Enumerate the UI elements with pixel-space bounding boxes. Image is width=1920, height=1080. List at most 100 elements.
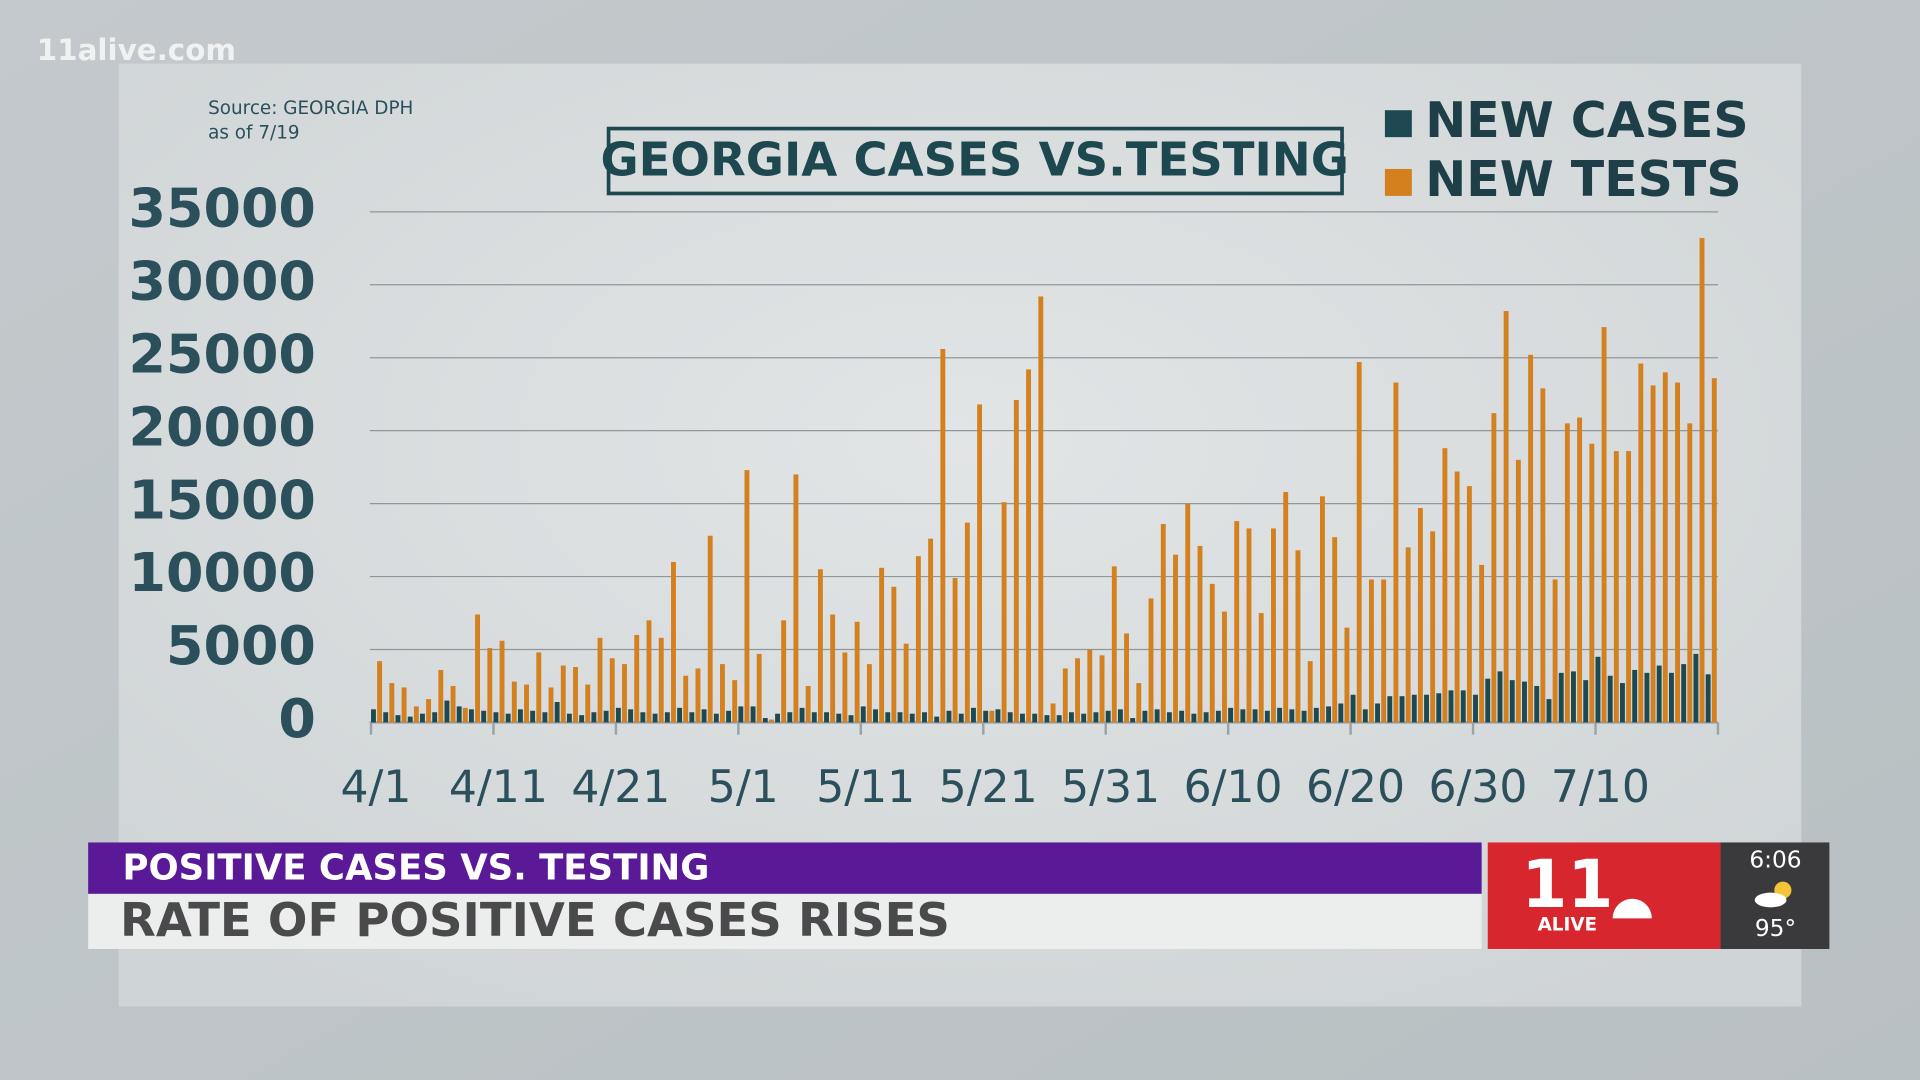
bar (1362, 709, 1368, 723)
bar (1662, 372, 1668, 723)
time: 6:06 (1749, 846, 1801, 873)
bar (615, 707, 621, 723)
bar (860, 706, 866, 723)
bar (1191, 713, 1197, 723)
x-tick-label: 6/10 (1184, 762, 1283, 813)
bar (389, 683, 395, 723)
chart-title: GEORGIA CASES VS.TESTING (600, 132, 1348, 186)
x-tick-label: 4/11 (449, 762, 548, 813)
bar (732, 680, 738, 723)
bar (511, 681, 517, 723)
y-tick-label: 0 (278, 687, 315, 750)
bar (879, 567, 885, 723)
bar (897, 712, 903, 723)
bar (1613, 451, 1619, 723)
y-tick-label: 10000 (129, 541, 316, 604)
bar (1509, 680, 1515, 723)
bar (1632, 669, 1638, 723)
bar (377, 661, 383, 723)
bar (603, 710, 609, 723)
bar (1338, 703, 1344, 723)
x-tick-label: 7/10 (1551, 762, 1650, 813)
bar (1491, 413, 1497, 723)
bar (983, 710, 989, 723)
bar (781, 620, 787, 723)
bar (591, 712, 597, 723)
watermark: 11alive.com (37, 33, 236, 67)
bar (1687, 423, 1693, 723)
bar (1607, 675, 1613, 723)
bar (1393, 382, 1399, 723)
bar (1228, 707, 1234, 723)
bar (585, 684, 591, 723)
bar (499, 640, 505, 723)
bar (1601, 327, 1607, 723)
bar (1638, 363, 1644, 723)
bar (1405, 547, 1411, 723)
bar (468, 709, 474, 723)
y-tick-label: 35000 (129, 176, 316, 239)
bar (1552, 579, 1558, 723)
bar (371, 709, 376, 723)
bar (1307, 661, 1313, 723)
bar (689, 712, 695, 723)
bar (407, 716, 413, 723)
bar (1056, 715, 1062, 723)
bar (597, 637, 603, 723)
bar (542, 712, 548, 723)
bar (646, 620, 652, 723)
bar (640, 712, 646, 723)
bar (928, 538, 934, 723)
bar (493, 712, 499, 723)
bar (848, 715, 854, 723)
bar (658, 637, 664, 723)
station-logo-box (1487, 842, 1721, 949)
x-tick-label: 6/30 (1428, 762, 1527, 813)
bar (1711, 378, 1717, 723)
bar (1075, 658, 1080, 723)
bar (1295, 550, 1301, 723)
y-tick-label: 5000 (166, 614, 316, 677)
bar (1209, 583, 1215, 723)
bar (420, 713, 425, 723)
bar (1497, 671, 1503, 723)
bar (1466, 486, 1472, 723)
bar (744, 470, 750, 723)
bar (934, 716, 940, 723)
bar (1436, 693, 1442, 723)
bar (1381, 579, 1387, 723)
bar (671, 561, 676, 723)
bar (842, 652, 848, 723)
bar (1546, 699, 1552, 723)
bar (530, 710, 536, 723)
bar (1258, 613, 1264, 723)
bar (554, 702, 560, 723)
bar (432, 712, 438, 723)
bar (793, 474, 799, 723)
bar (1050, 703, 1056, 723)
legend-swatch (1384, 168, 1412, 196)
bar (1577, 417, 1583, 723)
bar (964, 522, 970, 723)
bar (1283, 491, 1289, 723)
network-peacock (1611, 898, 1654, 938)
bar (1656, 665, 1662, 723)
bar (664, 712, 670, 723)
bar (1215, 710, 1221, 723)
headline: RATE OF POSITIVE CASES RISES (120, 893, 950, 947)
bar (383, 712, 389, 723)
bar (462, 707, 468, 723)
bar (536, 652, 542, 723)
bar (922, 712, 927, 723)
bar (873, 709, 878, 723)
temperature: 95° (1755, 915, 1796, 942)
bar (775, 713, 780, 723)
bar (634, 634, 640, 723)
bar (971, 707, 976, 723)
bar (1111, 566, 1117, 723)
y-tick-label: 30000 (129, 249, 316, 312)
bar (1515, 459, 1521, 723)
bar (1564, 423, 1570, 723)
bar (720, 664, 725, 723)
